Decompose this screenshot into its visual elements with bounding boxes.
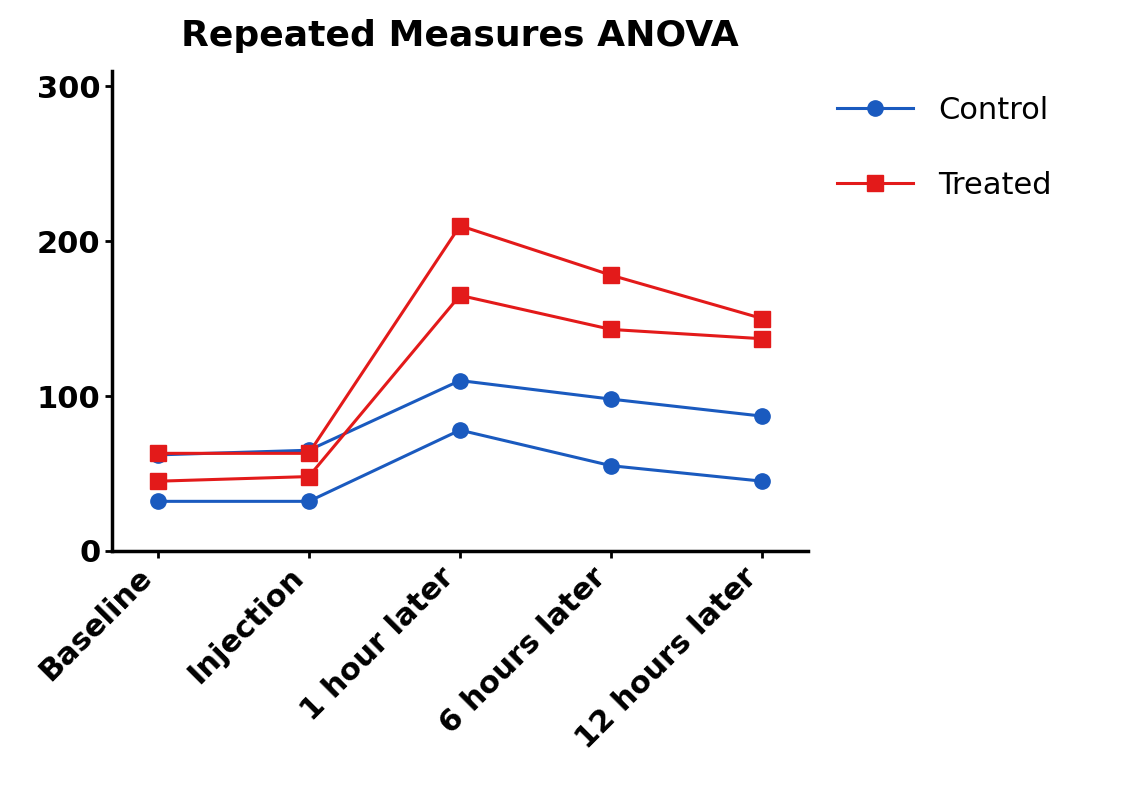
Title: Repeated Measures ANOVA: Repeated Measures ANOVA — [181, 19, 739, 53]
Legend: Control, Treated: Control, Treated — [837, 96, 1051, 200]
